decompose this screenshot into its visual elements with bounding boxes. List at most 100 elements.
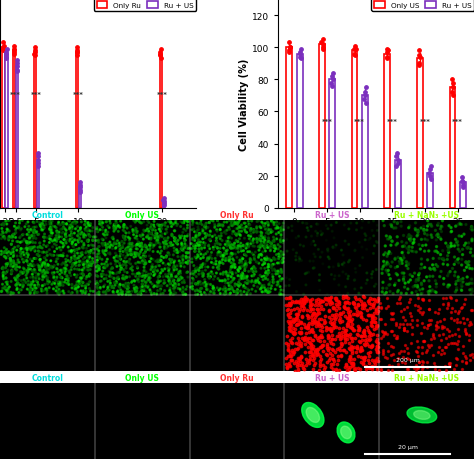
Point — [13, 286, 21, 294]
Point — [233, 288, 241, 295]
Point — [310, 310, 318, 317]
Point — [73, 246, 81, 253]
Point — [138, 283, 146, 291]
Point — [336, 314, 344, 322]
Point — [236, 264, 243, 272]
Point — [148, 280, 156, 288]
Bar — [37, 160, 39, 208]
Point — [273, 252, 280, 259]
Point — [81, 226, 89, 233]
Point — [252, 249, 259, 256]
Point — [95, 291, 103, 298]
Point — [237, 224, 245, 232]
Point — [265, 289, 273, 297]
Point — [420, 278, 428, 285]
Point — [301, 365, 308, 373]
Point — [365, 336, 373, 343]
Point — [128, 246, 135, 253]
Point — [127, 252, 135, 259]
Point — [303, 224, 311, 232]
Point — [3, 269, 10, 276]
Point — [206, 219, 213, 227]
Point — [149, 244, 157, 252]
Point — [47, 227, 55, 235]
Point — [230, 288, 238, 296]
Point — [253, 218, 261, 226]
Point — [158, 283, 165, 290]
Point — [282, 302, 290, 309]
Point — [420, 227, 428, 235]
Point — [403, 304, 410, 312]
Point — [43, 243, 50, 251]
Point — [433, 321, 440, 329]
Point — [83, 263, 91, 270]
Point — [313, 345, 320, 353]
Point — [61, 269, 69, 276]
Point — [84, 281, 92, 288]
Point — [113, 263, 121, 270]
Point — [137, 285, 145, 292]
Point — [225, 257, 233, 265]
Point — [23, 245, 31, 252]
Point — [263, 287, 270, 294]
Point — [157, 228, 164, 235]
Point — [69, 262, 76, 269]
Point — [198, 246, 205, 253]
Point — [216, 222, 224, 229]
Point — [296, 256, 303, 263]
Point — [162, 235, 169, 242]
Point — [452, 297, 460, 304]
Point — [413, 233, 421, 240]
Point — [309, 310, 317, 317]
Point — [50, 285, 57, 293]
Point — [225, 240, 232, 247]
Point — [13, 253, 21, 260]
Point — [312, 313, 319, 321]
Point — [362, 317, 370, 325]
Point — [369, 269, 376, 276]
Point — [296, 242, 304, 249]
Point — [254, 277, 261, 284]
Point — [53, 246, 61, 253]
Point — [342, 294, 350, 301]
Point — [231, 219, 238, 226]
Point — [157, 222, 165, 230]
Point — [13, 283, 20, 290]
Point — [325, 356, 333, 364]
Point — [466, 319, 474, 326]
Point — [314, 350, 322, 358]
Point — [397, 294, 404, 301]
Point — [72, 257, 79, 264]
Point — [20, 259, 27, 266]
Point — [144, 232, 152, 240]
Point — [174, 253, 182, 261]
Point — [143, 272, 151, 280]
Point — [88, 228, 96, 235]
Point — [234, 230, 242, 238]
Point — [371, 243, 378, 250]
Point — [318, 39, 325, 47]
Point — [29, 276, 37, 283]
Point — [194, 280, 202, 287]
Point — [41, 269, 49, 277]
Point — [204, 248, 211, 256]
Point — [66, 218, 73, 225]
Point — [371, 319, 378, 326]
Point — [452, 281, 460, 288]
Point — [25, 245, 33, 252]
Point — [234, 249, 242, 256]
Point — [87, 247, 94, 255]
Point — [313, 221, 320, 228]
Point — [38, 224, 46, 232]
Point — [100, 250, 108, 257]
Point — [113, 275, 121, 282]
Point — [13, 267, 20, 274]
Point — [83, 219, 91, 227]
Point — [300, 305, 307, 312]
Point — [384, 366, 392, 374]
Point — [426, 287, 434, 295]
Point — [366, 330, 374, 337]
Point — [407, 233, 415, 241]
Point — [98, 271, 105, 278]
Point — [223, 227, 231, 235]
